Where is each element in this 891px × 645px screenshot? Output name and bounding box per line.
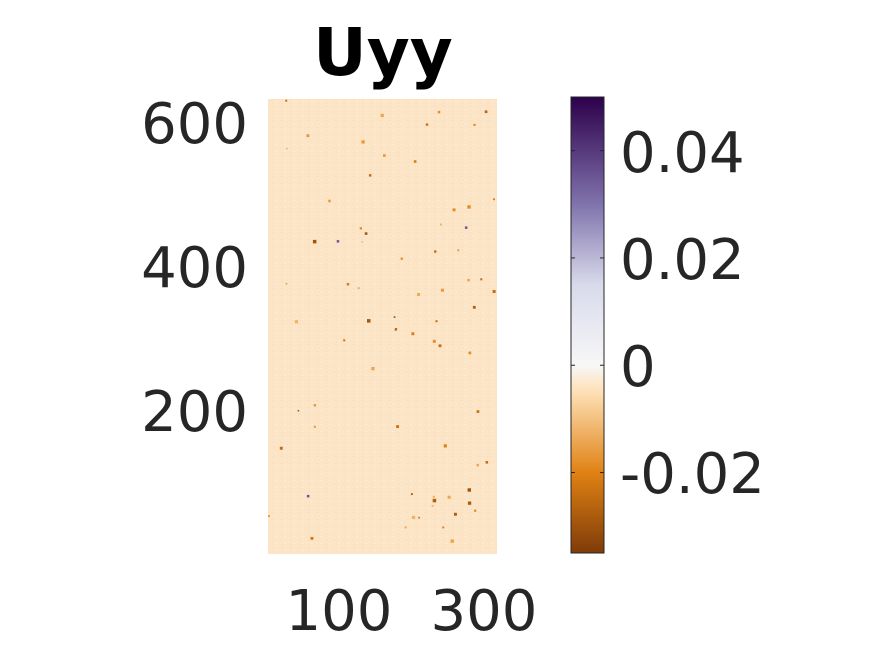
heatmap-speckle xyxy=(425,123,429,126)
heatmap-area xyxy=(268,99,497,554)
heatmap-speckle xyxy=(443,444,447,448)
heatmap-speckle xyxy=(467,501,472,505)
heatmap-speckle xyxy=(432,339,436,343)
heatmap-speckle xyxy=(297,409,300,412)
heatmap-speckle xyxy=(371,367,375,371)
heatmap-speckle xyxy=(442,526,445,529)
colorbar-tick-label-0.02: 0.02 xyxy=(620,228,745,293)
heatmap-speckle xyxy=(434,250,437,253)
heatmap-speckle xyxy=(435,320,438,323)
heatmap-speckle xyxy=(411,515,416,520)
heatmap-speckle xyxy=(313,404,317,407)
colorbar: -0.02 0 0.02 0.04 xyxy=(570,96,765,554)
heatmap-speckles xyxy=(268,99,496,543)
heatmap-speckle xyxy=(359,227,362,230)
colorbar-tick-marks xyxy=(571,150,604,474)
heatmap-speckle xyxy=(476,463,479,467)
x-tick-label-300: 300 xyxy=(431,579,538,644)
heatmap-speckle xyxy=(364,232,368,235)
heatmap-speckle xyxy=(306,494,310,498)
heatmap-speckle xyxy=(294,320,299,324)
heatmap-speckle xyxy=(474,509,477,512)
colorbar-tick-label-neg0.02: -0.02 xyxy=(620,442,765,507)
heatmap-speckle xyxy=(411,332,415,336)
heatmap-speckle xyxy=(467,488,471,492)
heatmap-speckle xyxy=(418,516,420,519)
heatmap-speckle xyxy=(368,174,372,177)
heatmap-speckle xyxy=(473,123,476,126)
heatmap-speckle xyxy=(454,512,457,516)
heatmap-speckle xyxy=(493,198,495,201)
heatmap-speckle xyxy=(343,339,346,342)
heatmap-speckle xyxy=(457,249,460,252)
heatmap-speckle xyxy=(492,290,496,293)
heatmap-speckle xyxy=(286,147,288,150)
heatmap-speckle xyxy=(328,199,331,203)
heatmap-speckle xyxy=(476,410,480,413)
heatmap-speckle xyxy=(268,515,270,518)
x-tick-label-100: 100 xyxy=(286,579,393,644)
heatmap-speckle xyxy=(452,208,456,212)
heatmap-speckle xyxy=(279,446,283,450)
heatmap-texture xyxy=(268,99,497,554)
heatmap-speckle xyxy=(437,110,441,114)
heatmap-speckle xyxy=(472,305,476,309)
heatmap-speckle xyxy=(467,279,470,282)
heatmap-speckle xyxy=(468,351,472,355)
heatmap-speckle xyxy=(313,425,316,428)
heatmap-speckle xyxy=(480,278,483,281)
y-tick-label-400: 400 xyxy=(141,236,248,301)
y-tick-label-200: 200 xyxy=(141,380,248,445)
heatmap-speckle xyxy=(383,154,386,157)
heatmap-speckle xyxy=(336,240,340,243)
heatmap-speckle xyxy=(417,293,421,296)
heatmap-speckle xyxy=(440,288,444,292)
heatmap-speckle xyxy=(410,493,413,496)
heatmap-speckle xyxy=(361,140,365,144)
heatmap-speckle xyxy=(310,536,314,540)
heatmap-speckle xyxy=(438,344,442,348)
heatmap-speckle xyxy=(361,241,363,243)
heatmap-speckle xyxy=(440,223,442,226)
heatmap-speckle xyxy=(404,526,407,529)
heatmap-speckle xyxy=(400,257,403,260)
colorbar-gradient xyxy=(570,96,605,554)
heatmap-speckle xyxy=(394,328,398,331)
heatmap-speckle xyxy=(285,99,288,102)
heatmap-speckle xyxy=(450,539,454,543)
heatmap-speckle xyxy=(367,319,371,323)
heatmap-speckle xyxy=(432,495,435,498)
heatmap-speckle xyxy=(431,505,434,507)
heatmap-speckle xyxy=(393,316,396,318)
heatmap-speckle xyxy=(396,425,399,428)
heatmap-speckle xyxy=(447,495,451,499)
heatmap-speckle xyxy=(413,160,417,163)
y-tick-label-600: 600 xyxy=(141,92,248,157)
heatmap-speckle xyxy=(357,287,360,290)
colorbar-tick-label-0.04: 0.04 xyxy=(620,121,745,186)
heatmap-speckle xyxy=(380,113,384,118)
heatmap-speckle xyxy=(464,226,468,229)
heatmap-speckle xyxy=(346,283,350,286)
heatmap-speckle xyxy=(306,134,310,138)
heatmap-speckle xyxy=(285,282,288,285)
colorbar-tick-label-0: 0 xyxy=(620,335,656,400)
chart-title: Uyy xyxy=(313,14,453,91)
heatmap-speckle xyxy=(467,205,471,209)
y-axis: 200 400 600 xyxy=(141,92,248,445)
x-axis: 100 300 xyxy=(286,579,538,644)
heatmap-speckle xyxy=(312,239,317,244)
heatmap-speckle xyxy=(485,461,489,464)
heatmap-speckle xyxy=(484,110,488,114)
heatmap-speckle xyxy=(432,498,437,503)
